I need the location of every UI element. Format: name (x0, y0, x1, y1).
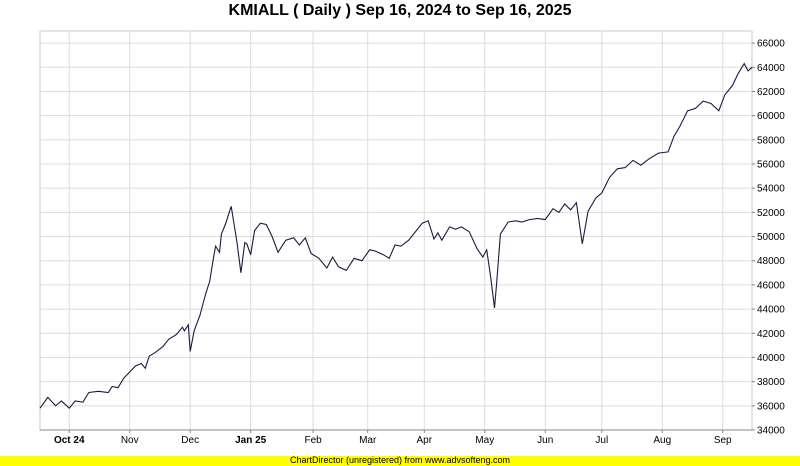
y-tick-label: 38000 (757, 377, 785, 388)
y-tick-label: 44000 (757, 305, 785, 316)
x-tick-label: Aug (653, 435, 671, 446)
y-axis: 34000 36000 38000 40000 42000 44000 46000 48000… (752, 39, 785, 437)
y-tick-label: 34000 (757, 426, 785, 437)
y-tick-label: 66000 (757, 39, 785, 50)
x-tick-label: Jan 25 (235, 435, 267, 446)
y-tick-label: 50000 (757, 232, 785, 243)
y-tick-label: 64000 (757, 63, 785, 74)
x-tick-label: Nov (121, 435, 139, 446)
y-tick-label: 40000 (757, 353, 785, 364)
x-tick-label: Feb (304, 435, 322, 446)
grid-layer (40, 31, 752, 431)
y-tick-label: 48000 (757, 256, 785, 267)
x-tick-label: Jul (595, 435, 608, 446)
x-tick-label: Sep (714, 435, 732, 446)
x-tick-label: Oct 24 (54, 435, 85, 446)
y-tick-label: 56000 (757, 160, 785, 171)
y-tick-label: 58000 (757, 135, 785, 146)
plot-area (39, 30, 753, 431)
y-tick-label: 54000 (757, 184, 785, 195)
y-tick-label: 36000 (757, 401, 785, 412)
y-tick-label: 60000 (757, 111, 785, 122)
y-tick-label: 62000 (757, 87, 785, 98)
footer-bar (0, 456, 800, 466)
y-tick-label: 52000 (757, 208, 785, 219)
price-line (39, 62, 753, 410)
footer-credit: ChartDirector (unregistered) from www.ad… (289, 455, 511, 465)
y-tick-label: 42000 (757, 329, 785, 340)
x-tick-label: Jun (537, 435, 553, 446)
chart-title: KMIALL ( Daily ) Sep 16, 2024 to Sep 16,… (228, 2, 572, 19)
x-tick-label: Mar (359, 435, 377, 446)
y-tick-label: 46000 (757, 280, 785, 291)
x-tick-label: May (475, 435, 494, 446)
x-axis: Oct 24 Nov Dec Jan 25 Feb Mar Apr May Jun Jul Aug S… (54, 430, 732, 446)
x-tick-label: Apr (417, 435, 433, 446)
x-tick-label: Dec (181, 435, 199, 446)
